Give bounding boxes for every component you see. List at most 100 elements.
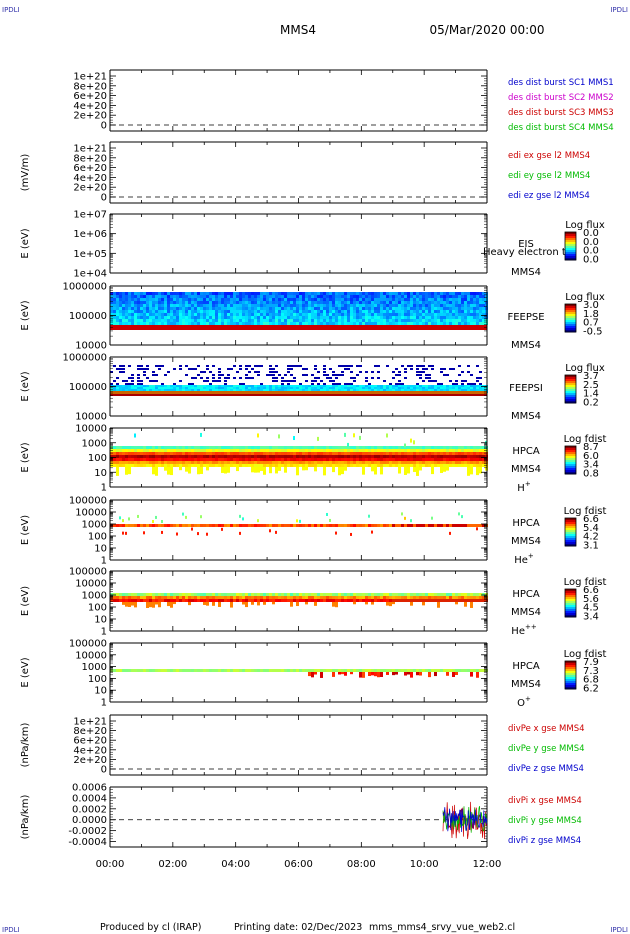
- edi-ytick-label: 0: [101, 193, 107, 204]
- hpca_h-colorbar-tick: 6.0: [583, 451, 599, 462]
- feepsi-colorbar-tick: 0.2: [583, 398, 599, 409]
- eis-overlay-text: Heavy electron to: [483, 247, 572, 258]
- feepse-colorbar-swatch: [565, 328, 576, 331]
- feepse-colorbar-swatch: [565, 330, 576, 333]
- hpca_hepp-colorbar-tick: 6.6: [583, 585, 599, 596]
- hpca_he-colorbar-tick: 4.2: [583, 532, 599, 543]
- hpca_o-colorbar-swatch: [565, 663, 576, 666]
- divpe-ylabel: (nPa/km): [20, 723, 31, 768]
- hpca_he-colorbar-swatch: [565, 520, 576, 523]
- hpca_hepp-ytick-label: 1: [101, 627, 107, 638]
- edi-ytick-label: 6e+20: [73, 163, 107, 174]
- feepse-ytick-label: 10000: [75, 341, 107, 352]
- hpca_h-colorbar-swatch: [565, 464, 576, 467]
- hpca_h-ytick-label: 1: [101, 483, 107, 494]
- feepse-instrument-sc: MMS4: [511, 340, 541, 351]
- des-ytick-label: 0: [101, 121, 107, 132]
- hpca_h-colorbar-swatch: [565, 450, 576, 453]
- divpe-legend-entry: divPe z gse MMS4: [508, 764, 584, 774]
- hpca_hepp-colorbar-swatch: [565, 597, 576, 600]
- eis-colorbar-swatch: [565, 248, 576, 251]
- hpca_hepp-colorbar-swatch: [565, 601, 576, 604]
- divpi-legend-entry: divPi z gse MMS4: [508, 836, 581, 846]
- hpca_he-colorbar-swatch: [565, 526, 576, 529]
- feepse-colorbar-swatch: [565, 322, 576, 325]
- time-tick-label: 12:00: [473, 859, 502, 870]
- des-legend-entry: des dist burst SC1 MMS1: [508, 78, 614, 88]
- feepsi-colorbar-swatch: [565, 381, 576, 384]
- des-legend-entry: des dist burst SC2 MMS2: [508, 93, 614, 103]
- hpca_h-colorbar-title: Log fdist: [564, 434, 607, 445]
- corner-label-0: IPDLI: [2, 6, 20, 14]
- feepsi-colorbar-swatch: [565, 385, 576, 388]
- hpca_he-colorbar-swatch: [565, 542, 576, 545]
- divpe-legend-entry: divPe x gse MMS4: [508, 724, 585, 734]
- edi-legend-entry: edi ez gse l2 MMS4: [508, 191, 590, 201]
- des-legend-entry: des dist burst SC3 MMS3: [508, 108, 614, 118]
- eis-colorbar-swatch: [565, 238, 576, 241]
- hpca_h-colorbar-swatch: [565, 448, 576, 451]
- feepsi-colorbar-swatch: [565, 391, 576, 394]
- hpca_h-instrument-name: HPCA: [512, 446, 540, 457]
- hpca_h-ytick-label: 10000: [75, 424, 107, 435]
- feepsi-colorbar-swatch: [565, 377, 576, 380]
- divpe-ytick-label: 6e+20: [73, 736, 107, 747]
- hpca_h-colorbar-swatch: [565, 470, 576, 473]
- eis-colorbar-swatch: [565, 252, 576, 255]
- corner-label-3: IPDLI: [610, 926, 628, 934]
- feepse-colorbar-tick: 3.0: [583, 300, 599, 311]
- hpca_hepp-colorbar-tick: 5.6: [583, 594, 599, 605]
- des-ytick-label: 4e+20: [73, 101, 107, 112]
- hpca_he-colorbar-swatch: [565, 540, 576, 543]
- eis-colorbar-swatch: [565, 244, 576, 247]
- feepsi-instrument-name: FEEPSI: [509, 383, 543, 394]
- des-ytick-label: 1e+21: [73, 72, 107, 83]
- feepse-ytick-label: 1000000: [62, 282, 107, 293]
- hpca_hepp-instrument-name: HPCA: [512, 589, 540, 600]
- footer-produced-by: Produced by cl (IRAP): [100, 922, 201, 933]
- footer-printing-date: Printing date: 02/Dec/2023: [234, 922, 362, 933]
- hpca_hepp-colorbar-swatch: [565, 609, 576, 612]
- hpca_hepp-species: He++: [511, 623, 537, 637]
- edi-ylabel: (mV/m): [20, 154, 31, 192]
- feepsi-colorbar-swatch: [565, 401, 576, 404]
- des-ytick-label: 2e+20: [73, 111, 107, 122]
- divpi-legend-entry: divPi x gse MMS4: [508, 796, 582, 806]
- divpe-legend-entry: divPe y gse MMS4: [508, 744, 585, 754]
- eis-colorbar-swatch: [565, 232, 576, 235]
- hpca_h-ylabel: E (eV): [20, 442, 31, 472]
- eis-ytick-label: 1e+05: [73, 249, 107, 260]
- time-tick-label: 04:00: [221, 859, 250, 870]
- hpca_he-species-base: He: [514, 555, 528, 566]
- hpca_he-colorbar-swatch: [565, 544, 576, 547]
- hpca_he-ytick-label: 10: [94, 544, 107, 555]
- plot-date: 05/Mar/2020 00:00: [430, 23, 545, 37]
- hpca_h-colorbar-tick: 3.4: [583, 460, 599, 471]
- hpca_o-colorbar-tick: 7.9: [583, 657, 599, 668]
- hpca_he-ytick-label: 1: [101, 556, 107, 567]
- corner-label-2: IPDLI: [2, 926, 20, 934]
- hpca_hepp-instrument-sc: MMS4: [511, 607, 541, 618]
- hpca_h-colorbar-swatch: [565, 466, 576, 469]
- feepse-colorbar-tick: 0.7: [583, 318, 599, 329]
- feepse-colorbar-swatch: [565, 312, 576, 315]
- hpca_h-instrument-sc: MMS4: [511, 464, 541, 475]
- hpca_o-ytick-label: 10: [94, 686, 107, 697]
- des-legend-entry: des dist burst SC4 MMS4: [508, 123, 614, 133]
- hpca_hepp-ylabel: E (eV): [20, 586, 31, 616]
- panel-hpca_h: 10000 1000 100 10 1 E (eV) HPCA MMS4 H+ Log fdist…: [20, 424, 606, 495]
- hpca_hepp-colorbar-swatch: [565, 613, 576, 616]
- hpca_h-species-charge: +: [525, 480, 531, 488]
- divpe-ytick-label: 0: [101, 765, 107, 776]
- hpca_o-colorbar-swatch: [565, 687, 576, 690]
- divpe-ytick-label: 2e+20: [73, 755, 107, 766]
- feepse-ylabel: E (eV): [20, 300, 31, 330]
- hpca_he-colorbar-swatch: [565, 534, 576, 537]
- hpca_he-colorbar-swatch: [565, 522, 576, 525]
- hpca_o-colorbar-tick: 6.8: [583, 675, 599, 686]
